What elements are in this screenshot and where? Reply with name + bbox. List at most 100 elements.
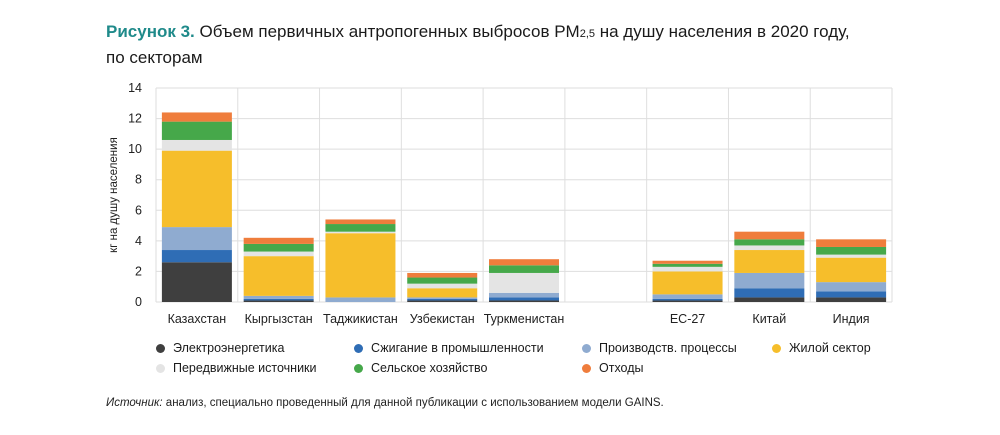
- bar-segment: [489, 297, 559, 301]
- bar-segment: [325, 219, 396, 225]
- bar-segment: [325, 231, 396, 234]
- legend-swatch: [354, 364, 363, 373]
- legend-swatch: [156, 364, 165, 373]
- bar-segment: [816, 297, 887, 302]
- bar-segment: [325, 224, 396, 232]
- bar-segment: [243, 256, 314, 296]
- legend-swatch: [772, 344, 781, 353]
- bar-segment: [489, 292, 559, 298]
- bar-segment: [652, 294, 723, 299]
- x-tick-label: Индия: [833, 312, 870, 326]
- legend-swatch: [354, 344, 363, 353]
- y-tick-label: 8: [135, 173, 142, 187]
- title-text: Объем первичных антропогенных выбросов P…: [194, 22, 580, 41]
- bar-segment: [816, 291, 887, 298]
- bar-segment: [652, 271, 723, 295]
- legend-item: Сельское хозяйство: [354, 361, 487, 375]
- y-tick-label: 6: [135, 203, 142, 217]
- y-tick-label: 14: [128, 81, 142, 95]
- legend-item: Отходы: [582, 361, 644, 375]
- bar-segment: [652, 266, 723, 272]
- bar-segment: [243, 295, 314, 299]
- legend-label: Отходы: [599, 361, 644, 375]
- bar-segment: [161, 262, 232, 302]
- source-note: Источник: анализ, специально проведенный…: [106, 397, 664, 409]
- bar-segment: [489, 259, 559, 266]
- bar-segment: [243, 243, 314, 252]
- legend-label: Сельское хозяйство: [371, 361, 488, 375]
- bar-segment: [161, 112, 232, 122]
- legend-item: Передвижные источники: [156, 361, 317, 375]
- legend-label: Электроэнергетика: [173, 341, 285, 355]
- bar-segment: [161, 150, 232, 228]
- legend-label: Производств. процессы: [599, 341, 737, 355]
- bar-segment: [407, 277, 478, 284]
- legend-item: Жилой сектор: [772, 341, 871, 355]
- bar-segment: [816, 257, 887, 283]
- bar-segment: [325, 297, 396, 302]
- title-subscript: 2,5: [579, 28, 595, 40]
- bar-segment: [243, 298, 314, 301]
- bar-segment: [325, 233, 396, 298]
- bar-segment: [816, 246, 887, 255]
- bar-segment: [407, 288, 478, 298]
- x-tick-label: Кыргызстан: [245, 312, 313, 326]
- bar-segment: [161, 250, 232, 263]
- legend-swatch: [582, 364, 591, 373]
- legend-label: Передвижные источники: [173, 361, 317, 375]
- y-axis-label: кг на душу населения: [108, 137, 120, 253]
- figure-number: Рисунок 3.: [106, 22, 195, 41]
- bar-segment: [816, 239, 887, 247]
- bar-segment: [161, 227, 232, 251]
- x-tick-label: Туркменистан: [484, 312, 565, 326]
- bar-segment: [407, 272, 478, 278]
- legend-label: Сжигание в промышленности: [371, 341, 544, 355]
- x-tick-label: Казахстан: [168, 312, 227, 326]
- bar-segment: [161, 121, 232, 140]
- source-text: анализ, специально проведенный для данно…: [162, 397, 664, 409]
- y-tick-label: 10: [128, 142, 142, 156]
- stacked-bar-chart: 0 2 4 6 8 10 12 14 кг на душу населения Казахстан…: [108, 81, 893, 326]
- bar-segment: [734, 245, 805, 251]
- legend-swatch: [582, 344, 591, 353]
- y-tick-label: 4: [135, 234, 142, 248]
- bar-segment: [407, 283, 478, 289]
- bar-segment: [489, 265, 559, 273]
- bar-segment: [407, 297, 478, 299]
- bar-segment: [243, 300, 314, 302]
- source-label: Источник:: [106, 397, 163, 409]
- y-tick-label: 12: [128, 112, 142, 126]
- y-tick-label: 2: [135, 264, 142, 278]
- bar-segment: [407, 300, 478, 302]
- legend-item: Электроэнергетика: [156, 341, 284, 355]
- bar-segment: [652, 260, 723, 264]
- chart-title: Рисунок 3. Объем первичных антропогенных…: [106, 20, 906, 69]
- x-tick-label: Таджикистан: [323, 312, 398, 326]
- bar-segment: [652, 263, 723, 267]
- bar-segment: [734, 250, 805, 273]
- bar-segment: [816, 282, 887, 292]
- bar-segment: [816, 254, 887, 258]
- bar-segment: [734, 288, 805, 298]
- x-tick-label: Китай: [752, 312, 786, 326]
- bar-segment: [489, 272, 559, 293]
- legend-item: Производств. процессы: [582, 341, 737, 355]
- y-tick-label: 0: [135, 295, 142, 309]
- bar-segment: [161, 139, 232, 151]
- title-text-cont: на душу населения в 2020 году,: [595, 22, 850, 41]
- bar-segment: [734, 239, 805, 246]
- bar-segment: [652, 300, 723, 302]
- bar-segment: [734, 231, 805, 240]
- bar-segment: [243, 237, 314, 244]
- title-line-2: по секторам: [106, 48, 203, 67]
- bar-segment: [243, 251, 314, 257]
- legend-item: Сжигание в промышленности: [354, 341, 544, 355]
- bar-segment: [489, 300, 559, 302]
- legend-label: Жилой сектор: [789, 341, 871, 355]
- x-tick-label: ЕС-27: [670, 312, 705, 326]
- bar-segment: [652, 298, 723, 301]
- bar-segment: [407, 298, 478, 301]
- x-tick-label: Узбекистан: [410, 312, 475, 326]
- legend-swatch: [156, 344, 165, 353]
- bar-segment: [734, 272, 805, 289]
